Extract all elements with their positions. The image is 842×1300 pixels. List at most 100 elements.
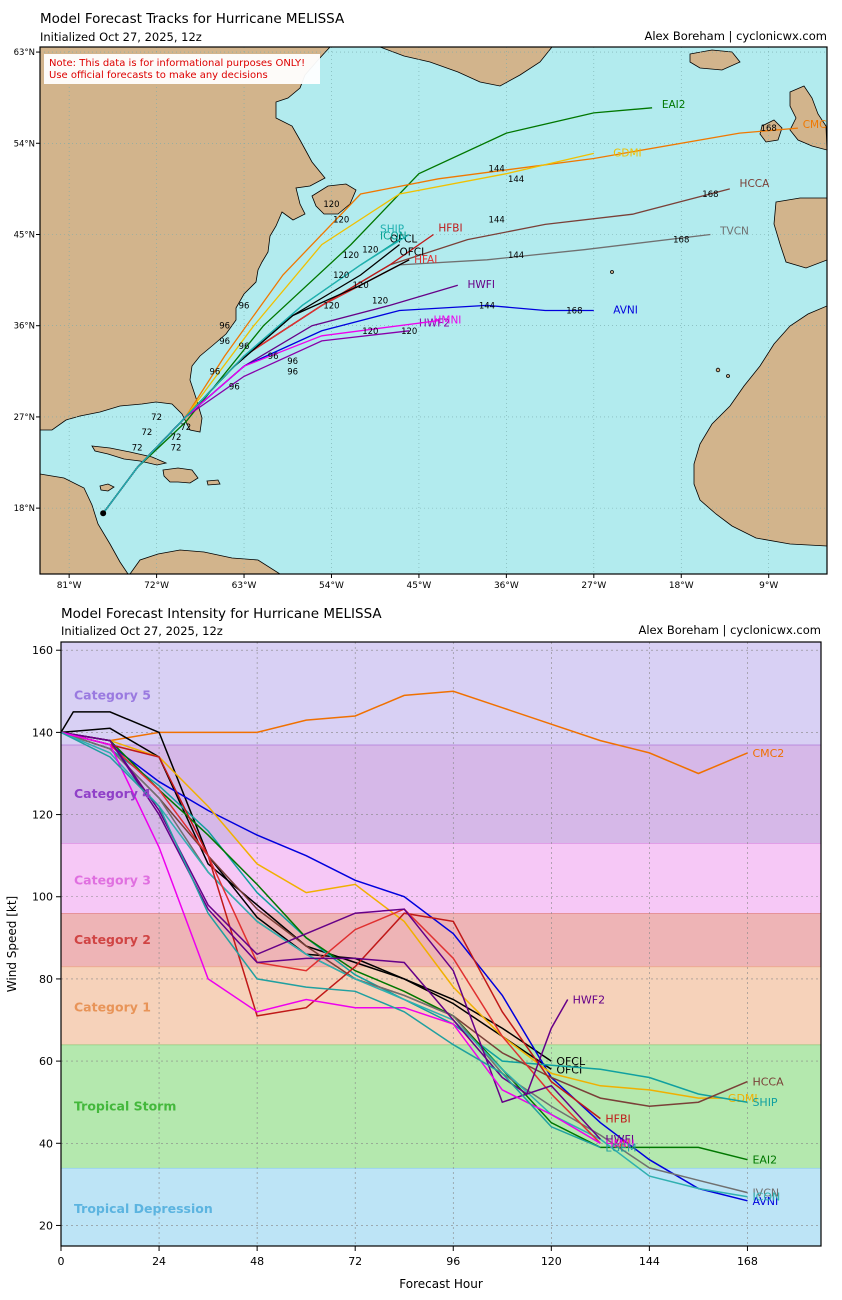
x-axis-label: Forecast Hour [399,1277,483,1291]
int-tick-label-x: 168 [737,1255,758,1268]
track-hour-label: 120 [333,271,349,281]
track-label-ship: SHIP [380,223,404,235]
land-great-britain [789,85,827,151]
track-hour-label: 72 [180,423,191,433]
intensity-label-cmc2: CMC2 [752,747,784,760]
band-label: Category 2 [74,932,151,947]
band-label: Tropical Storm [74,1098,176,1113]
intensity-label-hcca: HCCA [752,1076,784,1089]
track-hour-label: 120 [362,327,378,337]
track-hour-label: 168 [761,124,777,134]
intensity-label-icon: ICON [752,1191,780,1204]
int-tick-label-x: 144 [639,1255,660,1268]
map-tick-label-lat: 63°N [14,48,35,58]
track-hour-label: 120 [323,200,339,210]
track-hour-label: 96 [239,301,250,311]
intensity-credit: Alex Boreham | cyclonicwx.com [638,623,821,637]
land-cuba [91,445,168,466]
intensity-label-ofcl: OFCL [556,1055,586,1068]
intensity-label-hwfi: HWFI [605,1133,634,1146]
map-tick-label-lat: 54°N [14,139,35,149]
intensity-line-ofcl [60,711,552,1062]
band-label: Tropical Depression [74,1201,213,1216]
track-label-cmc: CMC [803,119,827,131]
map-tick-label-lon: 45°W [406,581,431,591]
map-tick-label-lon: 36°W [494,581,519,591]
track-hour-label: 120 [401,327,417,337]
track-label-hfbi: HFBI [438,222,462,234]
track-hour-label: 120 [353,281,369,291]
intensity-line-icon [60,731,748,1198]
map-tick-label-lon: 18°W [669,581,694,591]
track-ship [102,233,410,514]
intensity-frame [60,641,822,1247]
map-tick-label-lon: 63°W [232,581,257,591]
track-subtitle: Initialized Oct 27, 2025, 12z [40,30,202,44]
int-tick-label-y: 120 [32,809,53,822]
int-tick-label-y: 20 [39,1219,53,1232]
band-label: Category 1 [74,1000,151,1015]
int-tick-label-x: 72 [348,1255,362,1268]
intensity-label-hmni: HMNI [605,1137,634,1150]
intensity-line-hfbi [60,731,601,1120]
track-label-hwfi: HWFI [468,279,495,291]
track-title: Model Forecast Tracks for Hurricane MELI… [40,11,345,27]
land-puerto-rico [206,479,221,486]
intensity-line-cmc2 [60,690,748,775]
track-hour-label: 144 [508,175,524,185]
land-greenland [379,47,553,87]
note-line-1: Note: This data is for informational pur… [49,58,305,69]
map-frame [39,46,828,575]
intensity-label-lgem: LGEM [605,1141,636,1154]
track-hour-label: 168 [702,190,718,200]
intensity-label-hfbi: HFBI [605,1113,630,1126]
int-tick-label-y: 80 [39,973,53,986]
intensity-line-hmni [60,731,601,1144]
band-label: Category 4 [74,786,151,801]
track-hour-label: 120 [343,251,359,261]
intensity-line-lgem [60,731,601,1149]
intensity-chart: CMC2OFCLOFCIAVNIGDMISHIPHCCAEAI2IVCNICON… [5,641,822,1291]
intensity-label-ivcn: IVCN [752,1187,779,1200]
track-hour-label: 144 [479,301,495,311]
map-tick-label-lat: 36°N [14,322,35,332]
band-category-5 [61,642,821,745]
track-label-hfai: HFAI [414,254,437,266]
track-label-avni: AVNI [613,305,638,317]
map-tick-label-lon: 27°W [581,581,606,591]
int-tick-label-y: 60 [39,1055,53,1068]
band-category-2 [61,913,821,967]
land-central-america [40,473,129,574]
track-label-hcca: HCCA [740,178,771,190]
intensity-label-hfai: HFAI [605,1137,629,1150]
land-iberia [773,197,827,269]
track-hour-label: 144 [489,215,505,225]
map-tick-label-lon: 54°W [319,581,344,591]
map-tick-label-lat: 18°N [14,504,35,514]
land-jamaica [99,483,115,492]
int-tick-label-y: 160 [32,644,53,657]
int-tick-label-x: 0 [58,1255,65,1268]
track-hour-label: 120 [372,296,388,306]
track-credit: Alex Boreham | cyclonicwx.com [644,29,827,43]
track-hour-label: 72 [151,413,162,423]
int-tick-label-y: 40 [39,1137,53,1150]
intensity-label-hwf2: HWF2 [573,993,605,1006]
track-hour-label: 168 [673,236,689,246]
int-tick-label-x: 120 [541,1255,562,1268]
map-tick-label-lon: 9°W [759,581,778,591]
map-tick-label-lon: 81°W [57,581,82,591]
track-hour-label: 96 [287,357,298,367]
track-hour-label: 144 [508,251,524,261]
band-category-3 [61,843,821,914]
track-hour-label: 72 [171,433,182,443]
intensity-line-gdmi [60,731,723,1099]
track-hour-label: 96 [268,352,279,362]
track-hour-label: 96 [229,383,240,393]
track-hour-label: 120 [362,246,378,256]
int-tick-label-x: 48 [250,1255,264,1268]
intensity-title: Model Forecast Intensity for Hurricane M… [61,606,382,622]
track-hour-label: 168 [566,307,582,317]
intensity-label-avni: AVNI [752,1195,778,1208]
